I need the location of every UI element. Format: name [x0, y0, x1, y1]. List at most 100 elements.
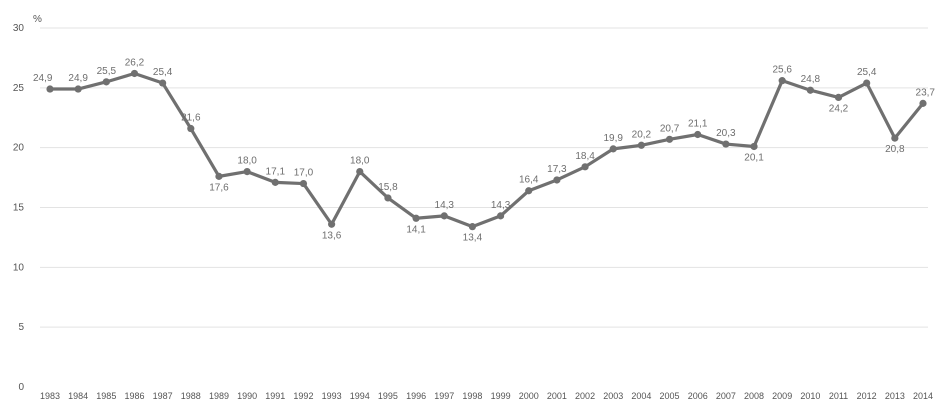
data-label: 13,6: [322, 230, 342, 241]
x-tick-label: 2005: [660, 391, 680, 401]
data-point: [609, 145, 617, 153]
y-tick-label: 30: [13, 23, 25, 34]
data-label: 26,2: [125, 57, 145, 68]
data-point: [778, 77, 786, 85]
data-label: 25,5: [97, 66, 117, 77]
x-tick-label: 2000: [519, 391, 539, 401]
data-label: 20,8: [885, 144, 905, 155]
data-point: [356, 168, 364, 176]
data-point: [215, 172, 223, 180]
data-point: [750, 142, 758, 151]
data-label: 14,3: [491, 200, 511, 211]
data-label: 16,4: [519, 175, 539, 186]
data-point: [271, 178, 279, 186]
x-tick-label: 1993: [322, 391, 342, 401]
data-point: [834, 93, 843, 102]
x-tick-label: 1987: [153, 391, 173, 401]
data-label: 20,2: [632, 129, 652, 140]
data-point: [102, 78, 110, 86]
data-label: 24,8: [801, 74, 821, 85]
data-point: [46, 85, 54, 93]
x-tick-label: 1997: [434, 391, 454, 401]
data-point: [130, 69, 139, 78]
data-label: 13,4: [463, 233, 483, 244]
x-tick-label: 1996: [406, 391, 426, 401]
x-tick-label: 2002: [575, 391, 595, 401]
data-point: [440, 212, 448, 220]
x-tick-label: 1985: [96, 391, 116, 401]
y-tick-label: 10: [13, 262, 25, 273]
data-point: [328, 220, 336, 228]
data-point: [722, 140, 730, 148]
data-label: 19,9: [603, 133, 623, 144]
gridlines: [40, 27, 928, 328]
data-label: 18,0: [237, 156, 257, 167]
series-line: [48, 71, 925, 229]
data-point: [525, 187, 533, 195]
x-tick-label: 1995: [378, 391, 398, 401]
data-point: [637, 141, 645, 149]
data-points: [46, 69, 927, 231]
x-tick-label: 2003: [603, 391, 623, 401]
data-label: 25,4: [153, 67, 173, 78]
data-point: [243, 168, 251, 176]
data-label: 15,8: [378, 182, 398, 193]
y-axis-unit-label: %: [33, 14, 42, 25]
y-tick-label: 25: [13, 83, 25, 94]
x-tick-label: 2009: [772, 391, 792, 401]
data-point: [553, 176, 561, 184]
x-tick-label: 2008: [744, 391, 764, 401]
data-label: 17,1: [266, 166, 286, 177]
x-tick-label: 2004: [631, 391, 651, 401]
x-tick-label: 1991: [265, 391, 285, 401]
x-tick-label: 2011: [829, 391, 848, 401]
y-tick-label: 0: [18, 382, 24, 393]
x-tick-label: 1994: [350, 391, 370, 401]
data-point: [665, 135, 674, 143]
data-label: 18,0: [350, 156, 370, 167]
x-tick-label: 2006: [688, 391, 708, 401]
x-tick-label: 2007: [716, 391, 736, 401]
data-label: 25,4: [857, 67, 877, 78]
data-label: 21,1: [688, 119, 708, 130]
data-label: 20,1: [744, 152, 764, 163]
data-label: 24,9: [33, 73, 53, 84]
data-label: 23,7: [916, 87, 936, 98]
data-label: 20,7: [660, 123, 680, 134]
x-tick-label: 1988: [181, 391, 201, 401]
x-tick-label: 1986: [124, 391, 144, 401]
y-tick-label: 20: [13, 143, 25, 154]
data-labels: 24,9 24,9 25,5 26,2 25,4 21,6 17,6 18,0 17,1 17,0…: [33, 57, 935, 243]
x-tick-label: 1983: [40, 391, 60, 401]
x-tick-label: 1992: [293, 391, 313, 401]
data-label: 20,3: [716, 128, 736, 139]
y-tick-label: 15: [13, 203, 25, 214]
data-label: 14,3: [435, 200, 455, 211]
data-label: 14,1: [406, 224, 426, 235]
data-point: [384, 194, 392, 202]
x-tick-label: 2012: [857, 391, 877, 401]
x-tick-label: 1990: [237, 391, 257, 401]
data-label: 21,6: [181, 113, 201, 124]
x-tick-label: 2010: [800, 391, 820, 401]
y-axis-ticks: 0 5 10 15 20 25 30: [13, 23, 25, 393]
data-point: [863, 79, 871, 87]
data-point: [159, 79, 167, 87]
data-label: 17,0: [294, 168, 314, 179]
data-label: 24,2: [829, 103, 849, 114]
data-point: [919, 99, 927, 107]
data-point: [74, 85, 82, 93]
data-point: [806, 86, 814, 94]
x-tick-label: 1998: [462, 391, 482, 401]
data-point: [299, 179, 308, 188]
data-point: [496, 212, 505, 220]
x-tick-label: 1999: [491, 391, 511, 401]
x-tick-label: 2013: [885, 391, 905, 401]
x-axis-ticks: 1983 1984 1985 1986 1987 1988 1989 1990 1991 1992…: [40, 391, 933, 401]
data-point: [468, 223, 477, 231]
y-tick-label: 5: [18, 322, 24, 333]
data-label: 25,6: [772, 65, 792, 76]
data-label: 17,6: [209, 182, 229, 193]
x-tick-label: 2001: [547, 391, 567, 401]
